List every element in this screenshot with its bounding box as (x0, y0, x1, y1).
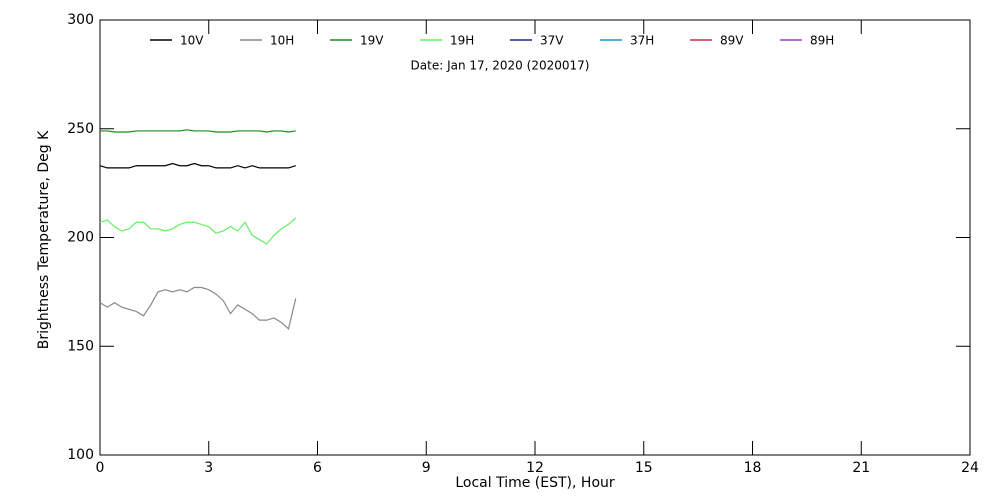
plot-frame (99, 19, 971, 456)
y-tick-label: 150 (67, 338, 94, 354)
x-tick-label: 24 (961, 460, 979, 476)
y-axis-label: Brightness Temperature, Deg K (36, 130, 52, 349)
legend-label: 89H (810, 34, 834, 48)
x-tick-label: 0 (96, 460, 105, 476)
x-tick-label: 3 (204, 460, 213, 476)
y-tick-label: 300 (67, 12, 94, 28)
legend-label: 19V (360, 34, 384, 48)
x-axis-label: Local Time (EST), Hour (455, 475, 615, 491)
x-tick-label: 18 (744, 460, 762, 476)
x-tick-label: 9 (422, 460, 431, 476)
x-tick-label: 15 (635, 460, 653, 476)
y-tick-label: 100 (67, 447, 94, 463)
legend-label: 37V (540, 34, 564, 48)
x-tick-label: 6 (313, 460, 322, 476)
y-tick-label: 250 (67, 121, 94, 137)
legend-label: 89V (720, 34, 744, 48)
series-line (99, 286, 297, 330)
x-tick-label: 12 (526, 460, 544, 476)
series-line (100, 129, 296, 133)
subtitle: Date: Jan 17, 2020 (2020017) (411, 59, 590, 73)
y-tick-label: 200 (67, 230, 94, 246)
legend-label: 10V (180, 34, 204, 48)
legend-label: 37H (630, 34, 654, 48)
x-tick-label: 21 (852, 460, 870, 476)
series-line (99, 217, 297, 245)
legend-label: 10H (270, 34, 294, 48)
legend-label: 19H (450, 34, 474, 48)
series-line (99, 162, 296, 169)
